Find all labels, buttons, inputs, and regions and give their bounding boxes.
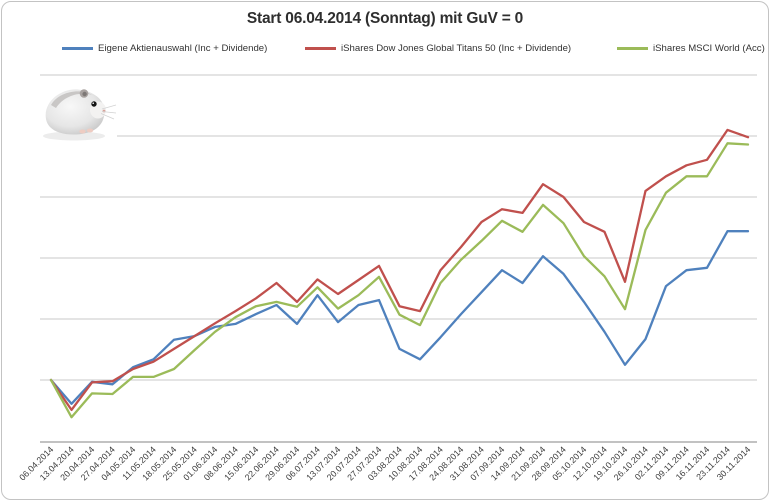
chart-title: Start 06.04.2014 (Sonntag) mit GuV = 0	[246, 10, 524, 27]
legend-label: iShares MSCI World (Acc)	[653, 43, 765, 54]
legend-label: Eigene Aktienauswahl (Inc + Dividende)	[98, 43, 268, 54]
hamster-image	[35, 80, 117, 144]
legend-label: iShares Dow Jones Global Titans 50 (Inc …	[341, 43, 572, 54]
legend-line-marker-blue	[62, 47, 93, 50]
legend-line-marker-green	[617, 47, 648, 50]
legend-item-eigene-aktienauswahl: Eigene Aktienauswahl (Inc + Dividende)	[62, 43, 267, 54]
legend-line-marker-red	[305, 47, 336, 50]
series-line-eigene-aktienauswahl-inc-dividende	[49, 230, 750, 405]
legend-item-ishares-msci-world: iShares MSCI World (Acc)	[617, 43, 765, 54]
legend-item-ishares-dj-global-titans: iShares Dow Jones Global Titans 50 (Inc …	[305, 43, 571, 54]
series-line-ishares-dow-jones-global-titans-50-inc-d	[49, 128, 750, 412]
series-line-ishares-msci-world-acc	[49, 142, 750, 419]
